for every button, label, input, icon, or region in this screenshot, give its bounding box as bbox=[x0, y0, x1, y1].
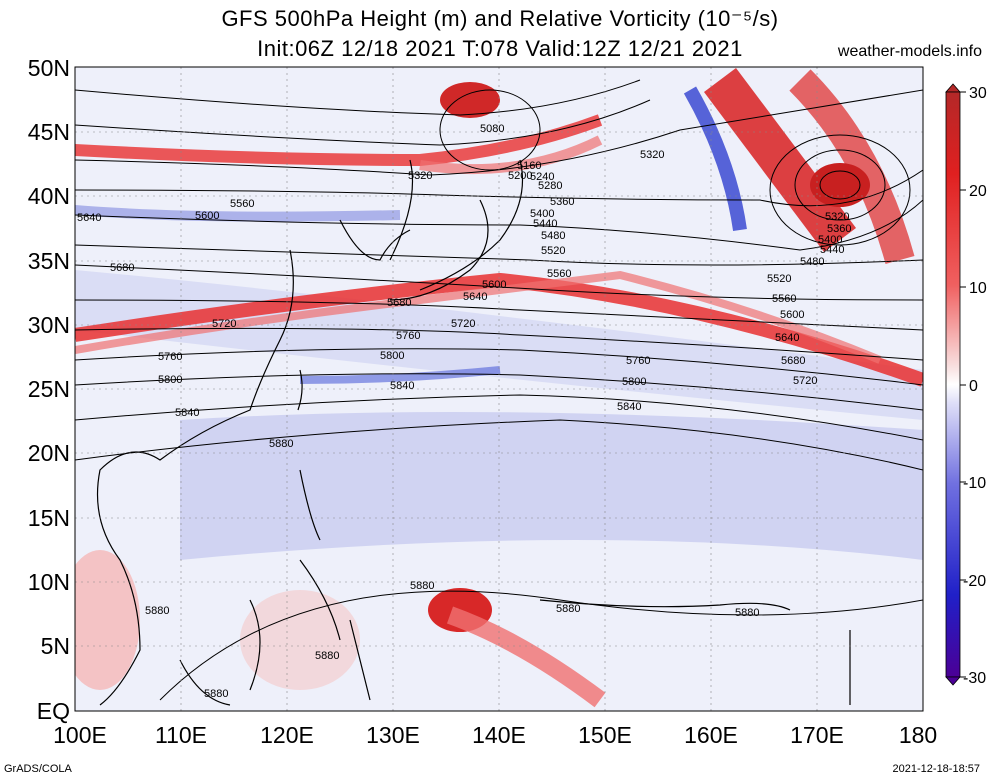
contour-label: 5800 bbox=[622, 376, 646, 388]
contour-label: 5880 bbox=[315, 650, 339, 662]
contour-label: 5520 bbox=[541, 245, 565, 257]
contour-label: 5760 bbox=[396, 330, 420, 342]
contour-label: 5880 bbox=[145, 605, 169, 617]
contour-label: 5320 bbox=[825, 211, 849, 223]
contour-label: 5400 bbox=[818, 234, 842, 246]
lon-label: 140E bbox=[472, 722, 526, 748]
lat-label: 50N bbox=[28, 55, 70, 81]
generated-timestamp: 2021-12-18-18:57 bbox=[892, 763, 980, 775]
contour-label: 5320 bbox=[640, 149, 664, 161]
contour-label: 5880 bbox=[410, 580, 434, 592]
contour-label: 5840 bbox=[390, 380, 414, 392]
colorbar-tick: 30 bbox=[969, 85, 987, 102]
lon-label: 180 bbox=[899, 722, 937, 748]
lat-label: 5N bbox=[41, 633, 70, 659]
contour-label: 5560 bbox=[772, 293, 796, 305]
colorbar: 30 20 10 0 -10 -20 -30 bbox=[945, 83, 987, 687]
colorbar-scale bbox=[945, 91, 961, 678]
software-credit: GrADS/COLA bbox=[4, 763, 72, 775]
contour-label: 5480 bbox=[541, 230, 565, 242]
source-label: weather-models.info bbox=[837, 43, 982, 60]
contour-label: 5760 bbox=[626, 355, 650, 367]
contour-label: 5240 bbox=[530, 171, 554, 183]
colorbar-tick: 10 bbox=[969, 280, 987, 297]
lon-label: 110E bbox=[155, 722, 207, 748]
lat-label: EQ bbox=[37, 698, 70, 724]
colorbar-tick: -20 bbox=[963, 573, 986, 590]
contour-label: 5600 bbox=[195, 210, 219, 222]
contour-label: 5280 bbox=[538, 180, 562, 192]
contour-label: 5640 bbox=[463, 291, 487, 303]
map-title: GFS 500hPa Height (m) and Relative Vorti… bbox=[221, 6, 779, 31]
contour-label: 5440 bbox=[820, 244, 844, 256]
map-subtitle: Init:06Z 12/18 2021 T:078 Valid:12Z 12/2… bbox=[257, 36, 743, 61]
contour-label: 5680 bbox=[387, 297, 411, 309]
lat-label: 45N bbox=[28, 119, 70, 145]
colorbar-tick: -30 bbox=[963, 670, 986, 687]
contour-label: 5200 bbox=[508, 170, 532, 182]
contour-label: 5520 bbox=[767, 273, 791, 285]
contour-label: 5880 bbox=[204, 688, 228, 700]
colorbar-tick: 20 bbox=[969, 183, 987, 200]
lon-label: 120E bbox=[260, 722, 314, 748]
colorbar-bottom-arrow bbox=[945, 676, 961, 686]
contour-label-group: 5080 5160 5200 5240 5280 5320 5320 5320 … bbox=[77, 123, 851, 700]
colorbar-tick: -10 bbox=[963, 475, 986, 492]
lat-label: 30N bbox=[28, 312, 70, 338]
lon-label: 130E bbox=[366, 722, 420, 748]
lat-label: 40N bbox=[28, 183, 70, 209]
contour-label: 5760 bbox=[158, 351, 182, 363]
lat-label: 15N bbox=[28, 505, 70, 531]
lon-label: 100E bbox=[53, 722, 107, 748]
colorbar-top-arrow bbox=[945, 83, 961, 93]
longitude-axis: 100E 110E 120E 130E 140E 150E 160E 170E … bbox=[53, 722, 937, 748]
contour-label: 5880 bbox=[556, 603, 580, 615]
coastlines bbox=[96, 159, 851, 706]
contour-label: 5320 bbox=[408, 170, 432, 182]
lat-label: 20N bbox=[28, 440, 70, 466]
map-frame bbox=[74, 66, 924, 712]
contour-label: 5720 bbox=[451, 318, 475, 330]
contour-label: 5720 bbox=[793, 375, 817, 387]
contour-label: 5720 bbox=[212, 318, 236, 330]
contour-label: 5640 bbox=[77, 212, 101, 224]
contour-label: 5840 bbox=[175, 407, 199, 419]
lon-label: 170E bbox=[790, 722, 844, 748]
lat-label: 10N bbox=[28, 569, 70, 595]
latitude-axis: 50N 45N 40N 35N 30N 25N 20N 15N 10N 5N E… bbox=[28, 55, 70, 724]
contour-label: 5800 bbox=[380, 350, 404, 362]
contour-label: 5680 bbox=[110, 262, 134, 274]
colorbar-tick: 0 bbox=[969, 378, 978, 395]
contour-label: 5440 bbox=[533, 218, 557, 230]
contour-label: 5640 bbox=[775, 332, 799, 344]
contour-label: 5480 bbox=[800, 256, 824, 268]
contour-label: 5080 bbox=[480, 123, 504, 135]
contour-label: 5600 bbox=[482, 279, 506, 291]
contour-label: 5360 bbox=[550, 196, 574, 208]
contour-label: 5560 bbox=[230, 198, 254, 210]
contour-label: 5840 bbox=[617, 401, 641, 413]
lat-label: 35N bbox=[28, 248, 70, 274]
contour-label: 5880 bbox=[735, 607, 759, 619]
contour-label: 5360 bbox=[827, 223, 851, 235]
lon-label: 160E bbox=[684, 722, 738, 748]
height-contours bbox=[75, 79, 923, 701]
lon-label: 150E bbox=[578, 722, 632, 748]
contour-label: 5800 bbox=[158, 374, 182, 386]
contour-label: 5600 bbox=[780, 309, 804, 321]
contour-label: 5160 bbox=[517, 160, 541, 172]
contour-label: 5560 bbox=[547, 268, 571, 280]
contour-label: 5880 bbox=[269, 438, 293, 450]
contour-label: 5400 bbox=[530, 208, 554, 220]
lat-label: 25N bbox=[28, 376, 70, 402]
contour-label: 5680 bbox=[781, 355, 805, 367]
